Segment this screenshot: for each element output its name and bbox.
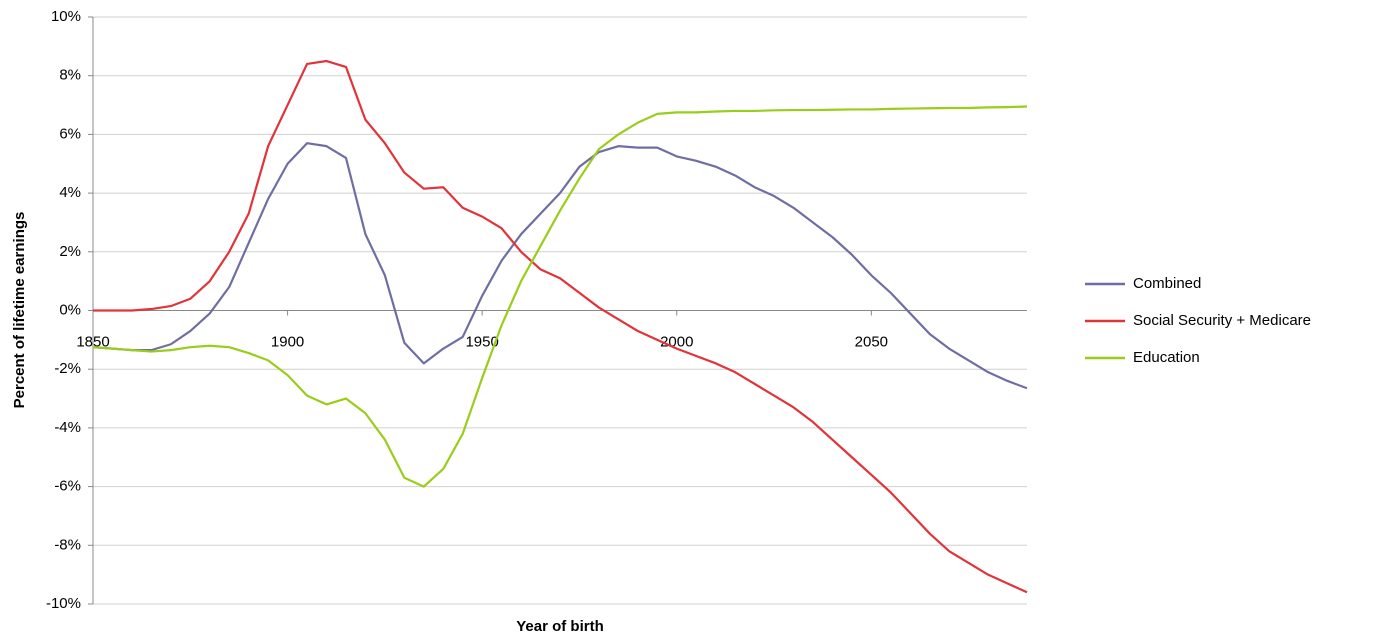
series-line <box>92 105 1028 488</box>
legend-label: Education <box>1133 349 1200 366</box>
x-tick-label: 2050 <box>855 333 888 350</box>
y-tick-label: 8% <box>59 67 81 84</box>
x-tick-label: 1950 <box>465 333 498 350</box>
series-line <box>93 59 1028 594</box>
x-tick-label: 2000 <box>660 333 693 350</box>
x-tick-label: 1850 <box>76 333 109 350</box>
y-tick-label: -4% <box>54 419 81 436</box>
y-tick-label: 0% <box>59 301 81 318</box>
x-axis-title: Year of birth <box>516 618 604 635</box>
legend-label: Social Security + Medicare <box>1133 312 1311 329</box>
y-tick-label: -2% <box>54 360 81 377</box>
y-tick-label: -8% <box>54 536 81 553</box>
y-tick-label: 4% <box>59 184 81 201</box>
legend-label: Combined <box>1133 275 1201 292</box>
y-tick-label: -6% <box>54 478 81 495</box>
y-tick-label: -10% <box>46 595 81 612</box>
y-tick-label: 10% <box>51 8 81 25</box>
x-tick-label: 1900 <box>271 333 304 350</box>
series-line <box>92 142 1028 390</box>
y-axis-title: Percent of lifetime earnings <box>11 212 28 409</box>
y-tick-label: 6% <box>59 125 81 142</box>
y-tick-label: 2% <box>59 243 81 260</box>
